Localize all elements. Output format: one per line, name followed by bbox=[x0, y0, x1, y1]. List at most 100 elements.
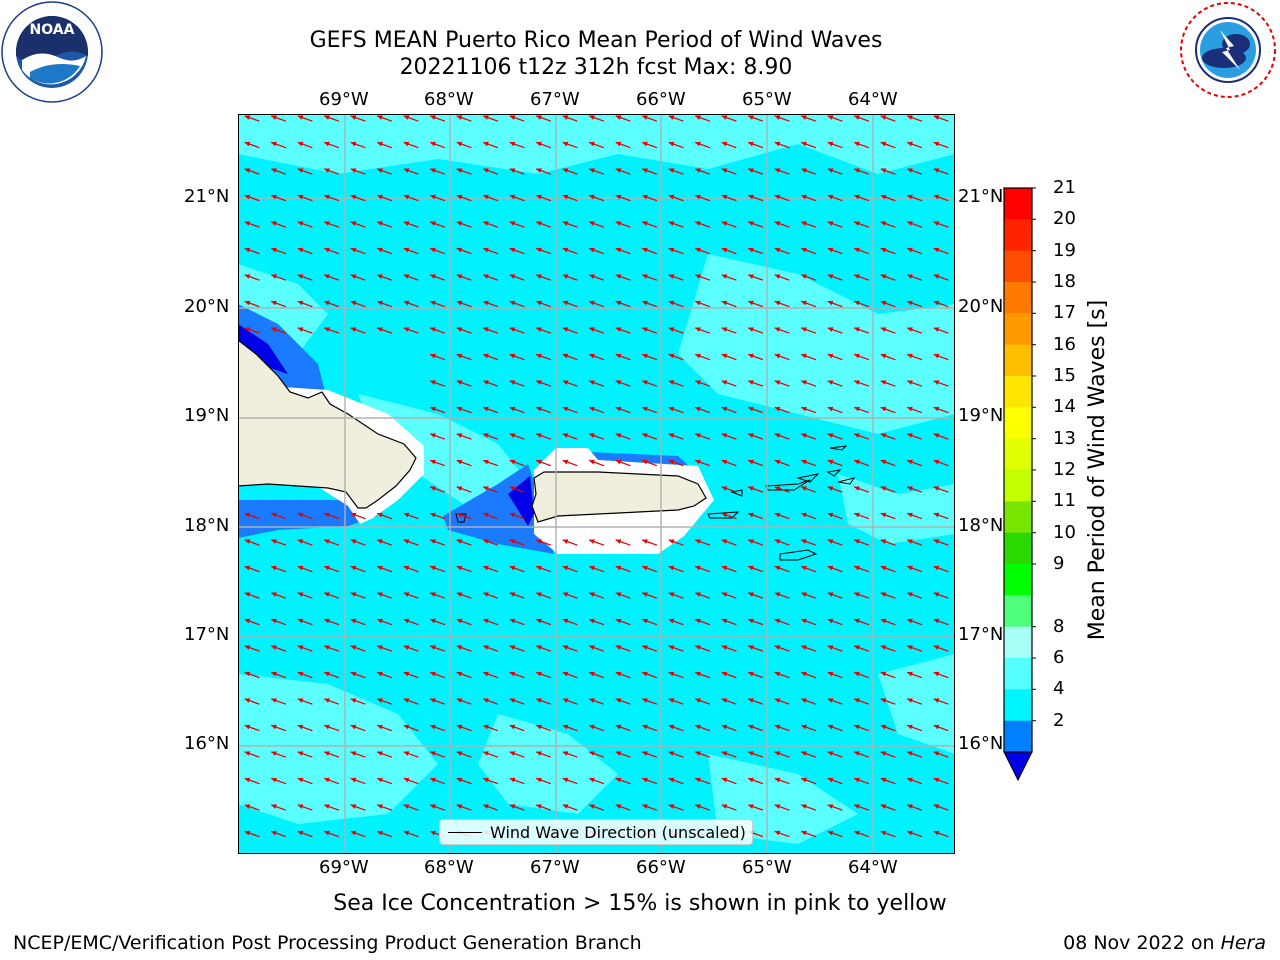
wave-direction-arrowhead bbox=[456, 618, 463, 624]
wave-direction-arrowhead bbox=[483, 221, 489, 226]
wave-direction-arrowhead bbox=[774, 459, 781, 465]
wave-direction-arrowhead bbox=[589, 592, 595, 597]
wave-direction-arrowhead bbox=[456, 327, 463, 332]
wave-direction-arrowhead bbox=[324, 751, 330, 756]
wave-direction-arrowhead bbox=[907, 459, 913, 465]
wave-direction-arrowhead bbox=[403, 592, 410, 597]
wave-direction-arrowhead bbox=[854, 724, 860, 730]
wave-direction-arrowhead bbox=[509, 274, 516, 279]
wave-direction-arrowhead bbox=[615, 671, 622, 677]
wave-direction-arrowhead bbox=[774, 327, 781, 332]
wave-direction-arrowhead bbox=[403, 247, 410, 253]
wave-direction-arrowhead bbox=[509, 565, 516, 571]
wave-direction-arrowhead bbox=[801, 645, 807, 650]
wave-direction-arrowhead bbox=[854, 698, 860, 703]
wave-direction-arrowhead bbox=[509, 698, 516, 703]
wave-direction-arrowhead bbox=[907, 141, 913, 147]
wave-direction-arrowhead bbox=[430, 221, 436, 226]
wave-direction-arrowhead bbox=[933, 168, 940, 173]
wave-direction-arrowhead bbox=[907, 830, 913, 836]
wave-direction-arrowhead bbox=[377, 539, 383, 544]
wave-direction-arrowhead bbox=[907, 274, 913, 279]
colorbar-tick-label: 19 bbox=[1053, 239, 1076, 261]
lat-label-right: 17°N bbox=[958, 624, 1004, 645]
wave-direction-arrowhead bbox=[774, 274, 781, 279]
wave-direction-arrowhead bbox=[350, 194, 357, 200]
wave-direction-arrowhead bbox=[748, 406, 754, 412]
wave-direction-arrowhead bbox=[695, 804, 701, 809]
wave-direction-arrowhead bbox=[695, 221, 701, 226]
wave-direction-arrowhead bbox=[721, 698, 728, 703]
wave-direction-arrowhead bbox=[536, 168, 542, 173]
wave-direction-arrowhead bbox=[774, 168, 781, 173]
wave-direction-arrowhead bbox=[430, 724, 436, 730]
wave-direction-arrowhead bbox=[509, 777, 516, 783]
wave-direction-arrowhead bbox=[483, 247, 489, 253]
wave-direction-arrowhead bbox=[562, 247, 569, 253]
wave-direction-arrowhead bbox=[456, 247, 463, 253]
wave-direction-arrowhead bbox=[403, 300, 410, 306]
wave-direction-arrowhead bbox=[456, 274, 463, 279]
wave-direction-arrowhead bbox=[695, 141, 701, 147]
wave-direction-arrowhead bbox=[562, 539, 569, 544]
wave-direction-arrowhead bbox=[933, 698, 940, 703]
wave-direction-arrowhead bbox=[297, 671, 304, 677]
wave-direction-arrowhead bbox=[827, 115, 834, 120]
lon-label-bottom: 64°W bbox=[848, 857, 898, 878]
wave-direction-arrowhead bbox=[562, 592, 569, 597]
lat-label-right: 21°N bbox=[958, 186, 1004, 207]
wave-direction-arrowhead bbox=[244, 777, 251, 783]
wave-direction-arrowhead bbox=[589, 459, 595, 465]
wave-direction-arrowhead bbox=[854, 406, 860, 412]
wave-direction-arrowhead bbox=[642, 618, 648, 624]
wave-direction-arrowhead bbox=[880, 671, 887, 677]
wave-direction-arrowhead bbox=[907, 380, 913, 385]
wave-direction-arrowhead bbox=[483, 274, 489, 279]
wave-direction-arrowhead bbox=[615, 327, 622, 332]
lat-label-left: 18°N bbox=[184, 515, 230, 536]
wave-direction-arrowhead bbox=[403, 618, 410, 624]
wave-direction-arrowhead bbox=[562, 406, 569, 412]
wave-direction-arrowhead bbox=[668, 433, 675, 438]
wave-direction-arrowhead bbox=[880, 459, 887, 465]
wave-direction-arrowhead bbox=[271, 592, 277, 597]
wave-direction-arrowhead bbox=[615, 618, 622, 624]
wave-direction-arrowhead bbox=[562, 141, 569, 147]
colorbar-segment bbox=[1004, 720, 1032, 753]
wave-direction-arrowhead bbox=[827, 406, 834, 412]
wave-direction-arrowhead bbox=[933, 512, 940, 518]
wave-direction-arrowhead bbox=[244, 539, 251, 544]
wave-direction-arrowhead bbox=[615, 247, 622, 253]
wave-direction-arrowhead bbox=[562, 327, 569, 332]
colorbar-segment bbox=[1004, 626, 1032, 659]
colorbar-tick-label: 13 bbox=[1053, 427, 1076, 449]
wave-direction-arrowhead bbox=[377, 645, 383, 650]
wave-direction-arrowhead bbox=[536, 459, 542, 465]
wave-direction-arrowhead bbox=[642, 247, 648, 253]
colorbar-tick-label: 14 bbox=[1053, 396, 1076, 418]
wave-direction-arrowhead bbox=[536, 565, 542, 571]
wave-direction-arrowhead bbox=[297, 830, 304, 836]
wave-direction-arrowhead bbox=[589, 168, 595, 173]
wave-direction-arrowhead bbox=[642, 724, 648, 730]
colorbar-tick-label: 21 bbox=[1053, 177, 1076, 198]
wave-direction-arrowhead bbox=[271, 300, 277, 306]
wave-direction-arrowhead bbox=[854, 274, 860, 279]
wave-direction-arrowhead bbox=[244, 698, 251, 703]
wave-direction-arrowhead bbox=[721, 671, 728, 677]
wave-direction-arrowhead bbox=[933, 247, 940, 253]
wave-direction-arrowhead bbox=[271, 830, 277, 836]
wave-direction-arrowhead bbox=[880, 830, 887, 836]
wave-direction-arrowhead bbox=[933, 141, 940, 147]
wave-direction-arrowhead bbox=[324, 830, 330, 836]
small-islands bbox=[455, 445, 856, 561]
wave-direction-arrowhead bbox=[377, 751, 383, 756]
wave-direction-arrowhead bbox=[297, 247, 304, 253]
wave-direction-arrowhead bbox=[271, 777, 277, 783]
wave-direction-arrowhead bbox=[297, 804, 304, 809]
wave-direction-arrowhead bbox=[668, 539, 675, 544]
wave-direction-arrowhead bbox=[324, 115, 330, 120]
wave-direction-arrowhead bbox=[854, 459, 860, 465]
wave-direction-arrowhead bbox=[854, 565, 860, 571]
wave-direction-arrowhead bbox=[801, 698, 807, 703]
